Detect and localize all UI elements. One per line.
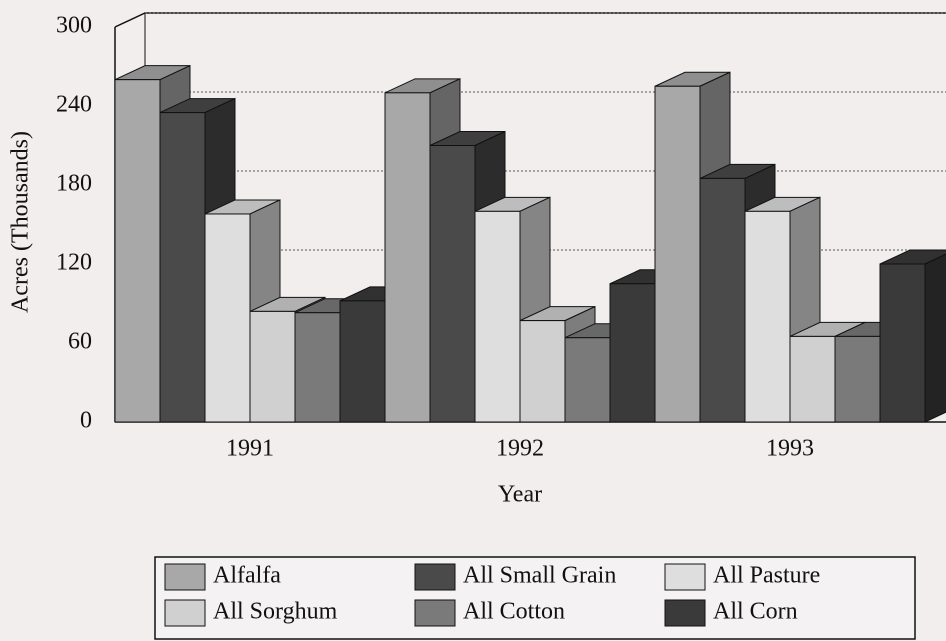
bar (879, 263, 926, 423)
bar (654, 85, 701, 423)
y-axis-title: Acres (Thousands) (8, 131, 34, 313)
y-tick-label: 120 (56, 250, 92, 276)
legend-label: Alfalfa (213, 563, 281, 589)
bar-side (924, 253, 946, 423)
bar (834, 335, 881, 423)
bar (744, 210, 791, 423)
bar (609, 283, 656, 423)
legend-label: All Cotton (463, 599, 565, 625)
bar (294, 312, 341, 423)
legend-swatch (164, 599, 206, 627)
y-tick-label: 60 (68, 329, 92, 355)
legend-swatch (414, 599, 456, 627)
legend-box (154, 556, 916, 640)
legend-label: All Corn (713, 599, 798, 625)
bar (204, 213, 251, 423)
legend-label: All Small Grain (463, 563, 616, 589)
bar (384, 92, 431, 423)
bar (249, 310, 296, 423)
legend-swatch (664, 563, 706, 591)
legend-label: All Pasture (713, 563, 820, 589)
bar (519, 320, 566, 423)
bar (699, 177, 746, 423)
legend-label: All Sorghum (213, 599, 338, 625)
legend-swatch (664, 599, 706, 627)
bar (429, 145, 476, 423)
x-tick-label: 1993 (766, 436, 814, 462)
legend-swatch (414, 563, 456, 591)
bar (564, 337, 611, 423)
bar (789, 335, 836, 423)
x-tick-label: 1992 (496, 436, 544, 462)
bar (159, 112, 206, 423)
back-wall (114, 12, 946, 28)
x-tick-label: 1991 (226, 436, 274, 462)
bar (114, 79, 161, 423)
legend-swatch (164, 563, 206, 591)
y-tick-label: 300 (56, 13, 92, 39)
bar (474, 210, 521, 423)
x-axis-title: Year (498, 482, 542, 508)
y-tick-label: 240 (56, 92, 92, 118)
y-tick-label: 180 (56, 171, 92, 197)
bar (339, 300, 386, 423)
y-tick-label: 0 (80, 408, 92, 434)
